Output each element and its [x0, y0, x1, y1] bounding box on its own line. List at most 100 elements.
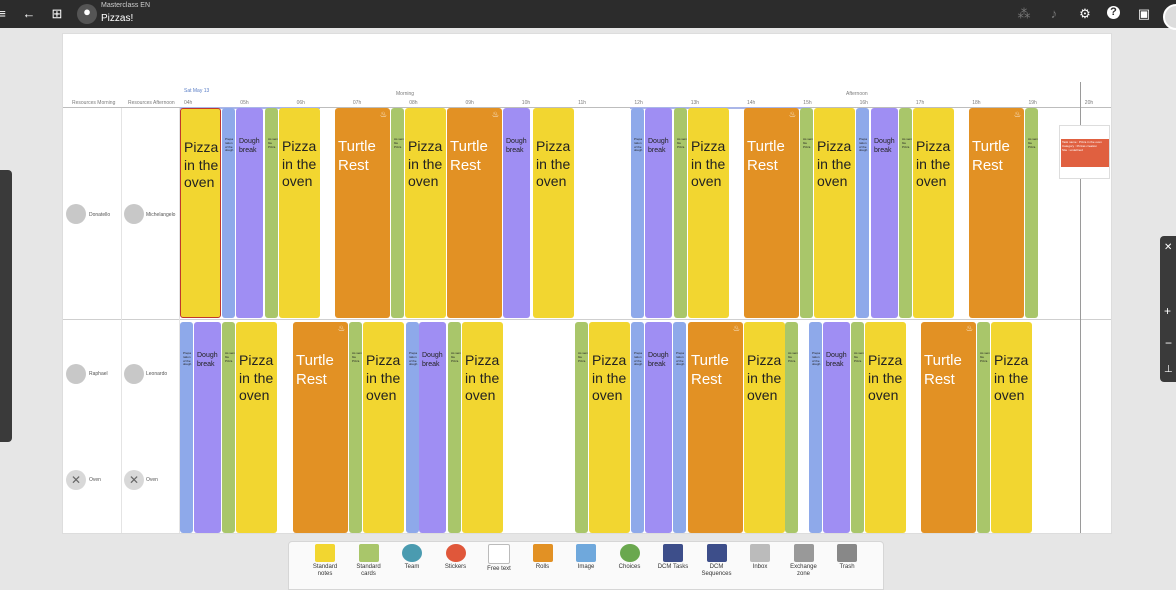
assemble-card[interactable]: As sem ble Pizza	[575, 322, 588, 533]
pizza-card[interactable]: Pizza in the oven	[363, 322, 404, 533]
pizza-card[interactable]: Pizza in the oven	[180, 108, 221, 318]
tool-label: Image	[577, 564, 595, 570]
pizza-card[interactable]: Pizza in the oven	[279, 108, 320, 318]
card-label: Pizza in the oven	[817, 138, 852, 189]
turtle-rest-card[interactable]: Turtle Rest ♨	[335, 108, 390, 318]
pizza-card[interactable]: Pizza in the oven	[589, 322, 630, 533]
image-icon	[576, 544, 596, 562]
dough-break-card[interactable]: Dough break	[645, 322, 672, 533]
pizza-card[interactable]: Pizza in the oven	[462, 322, 503, 533]
pizza-card[interactable]: Pizza in the oven	[405, 108, 446, 318]
assemble-card[interactable]: As sem ble Pizza	[800, 108, 813, 318]
now-line	[1080, 82, 1081, 533]
tool-standard-notes[interactable]: Standard notes	[305, 544, 345, 588]
pizza-card[interactable]: Pizza in the oven	[913, 108, 954, 318]
card-label: Pizza in the oven	[536, 138, 571, 189]
hour-tick: 05h	[240, 100, 249, 106]
tool-image[interactable]: Image	[566, 544, 606, 588]
fit-icon[interactable]: ⊥	[1164, 364, 1173, 375]
assemble-card[interactable]: As sem ble Pizza	[265, 108, 278, 318]
pizza-card[interactable]: Pizza in the oven	[814, 108, 855, 318]
tool-standard-cards[interactable]: Standard cards	[349, 544, 389, 588]
pizza-card[interactable]: Pizza in the oven	[744, 322, 785, 533]
preparation-card[interactable]: Prepa ration of the dough	[631, 108, 644, 318]
turtle-rest-card[interactable]: Turtle Rest ♨	[969, 108, 1024, 318]
tool-trash[interactable]: Trash	[827, 544, 867, 588]
preparation-card[interactable]: Prepa ration of the dough	[406, 322, 419, 533]
resource-name: Raphael	[89, 371, 108, 377]
turtle-rest-card[interactable]: Turtle Rest ♨	[293, 322, 348, 533]
preparation-card[interactable]: Prepa ration of the dough	[673, 322, 686, 533]
assemble-card[interactable]: As sem ble Pizza	[448, 322, 461, 533]
pizza-card[interactable]: Pizza in the oven	[865, 322, 906, 533]
card-label: As sem ble Pizza	[854, 351, 864, 363]
tool-label: Team	[404, 564, 420, 570]
left-toolbar[interactable]	[0, 170, 12, 442]
hour-tick: 13h	[690, 100, 700, 106]
preparation-card[interactable]: Prepa ration of the dough	[809, 322, 822, 533]
dough-break-card[interactable]: Dough break	[419, 322, 446, 533]
tool-label: Rolls	[535, 564, 550, 570]
gear-icon[interactable]: ⚙	[1079, 6, 1091, 21]
turtle-rest-card[interactable]: Turtle Rest ♨	[921, 322, 976, 533]
tool-free-text[interactable]: Free text	[479, 544, 519, 588]
hour-tick: 14h	[747, 100, 756, 106]
assemble-card[interactable]: As sem ble Pizza	[851, 322, 864, 533]
turtle-rest-card[interactable]: Turtle Rest ♨	[744, 108, 799, 318]
tool-exchange-zone[interactable]: Exchange zone	[784, 544, 824, 588]
pizza-card[interactable]: Pizza in the oven	[533, 108, 574, 318]
menu-icon[interactable]: ≡	[0, 6, 6, 21]
card-label: Turtle Rest	[972, 138, 1010, 174]
close-icon[interactable]: ✕	[1164, 242, 1173, 253]
preparation-card[interactable]: Prepa ration of the dough	[180, 322, 193, 533]
zoom-toolbar[interactable]: ✕ + − ⊥	[1160, 236, 1176, 382]
assemble-card[interactable]: As sem ble Pizza	[222, 322, 235, 533]
hour-tick: 18h	[972, 100, 981, 106]
user-avatar[interactable]	[1163, 4, 1176, 30]
tooltip-line: Site : undefined	[1062, 148, 1083, 152]
preparation-card[interactable]: Prepa ration of the dough	[222, 108, 235, 318]
card-label: Dough break	[197, 352, 218, 368]
bell-icon[interactable]: ♪	[1050, 6, 1058, 21]
tool-rolls[interactable]: Rolls	[523, 544, 563, 588]
assemble-card[interactable]: As sem ble Pizza	[391, 108, 404, 318]
pizza-card[interactable]: Pizza in the oven	[991, 322, 1032, 533]
hour-tick: 08h	[409, 100, 418, 106]
turtle-rest-card[interactable]: Turtle Rest ♨	[447, 108, 502, 318]
users-icon[interactable]: ⁂	[1017, 6, 1031, 21]
assemble-card[interactable]: As sem ble Pizza	[977, 322, 990, 533]
zoom-in-icon[interactable]: +	[1164, 304, 1172, 318]
assemble-card[interactable]: As sem ble Pizza	[785, 322, 798, 533]
back-arrow-icon[interactable]: ←	[22, 6, 36, 21]
pizza-card[interactable]: Pizza in the oven	[236, 322, 277, 533]
pizza-card[interactable]: Pizza in the oven	[688, 108, 729, 318]
dough-break-card[interactable]: Dough break	[236, 108, 263, 318]
turtle-rest-card[interactable]: Turtle Rest ♨	[688, 322, 743, 533]
card-label: Turtle Rest	[924, 352, 962, 388]
preparation-card[interactable]: Prepa ration of the dough	[856, 108, 869, 318]
tool-dcm-tasks[interactable]: DCM Tasks	[653, 544, 693, 588]
preparation-card[interactable]: Prepa ration of the dough	[631, 322, 644, 533]
assemble-card[interactable]: As sem ble Pizza	[899, 108, 912, 318]
period-afternoon: Afternoon	[846, 91, 868, 97]
assemble-card[interactable]: As sem ble Pizza	[674, 108, 687, 318]
card-label: As sem ble Pizza	[451, 351, 461, 363]
tool-inbox[interactable]: Inbox	[740, 544, 780, 588]
assemble-card[interactable]: As sem ble Pizza	[1025, 108, 1038, 318]
board-canvas[interactable]: Sat May 13 Morning Afternoon Resources M…	[62, 33, 1112, 534]
dough-break-card[interactable]: Dough break	[503, 108, 530, 318]
tool-choices[interactable]: Choices	[610, 544, 650, 588]
zoom-out-icon[interactable]: −	[1165, 336, 1173, 350]
tool-team[interactable]: Team	[392, 544, 432, 588]
tool-dcm-sequences[interactable]: DCM Sequences	[697, 544, 737, 588]
tool-stickers[interactable]: Stickers	[436, 544, 476, 588]
dough-break-card[interactable]: Dough break	[871, 108, 898, 318]
help-icon[interactable]: ?	[1107, 6, 1120, 19]
col-divider-2	[179, 108, 180, 533]
save-icon[interactable]: ▣	[1137, 6, 1151, 21]
dough-break-card[interactable]: Dough break	[194, 322, 221, 533]
assemble-card[interactable]: As sem ble Pizza	[349, 322, 362, 533]
dough-break-card[interactable]: Dough break	[823, 322, 850, 533]
hierarchy-icon[interactable]: ⊞	[51, 6, 63, 21]
dough-break-card[interactable]: Dough break	[645, 108, 672, 318]
